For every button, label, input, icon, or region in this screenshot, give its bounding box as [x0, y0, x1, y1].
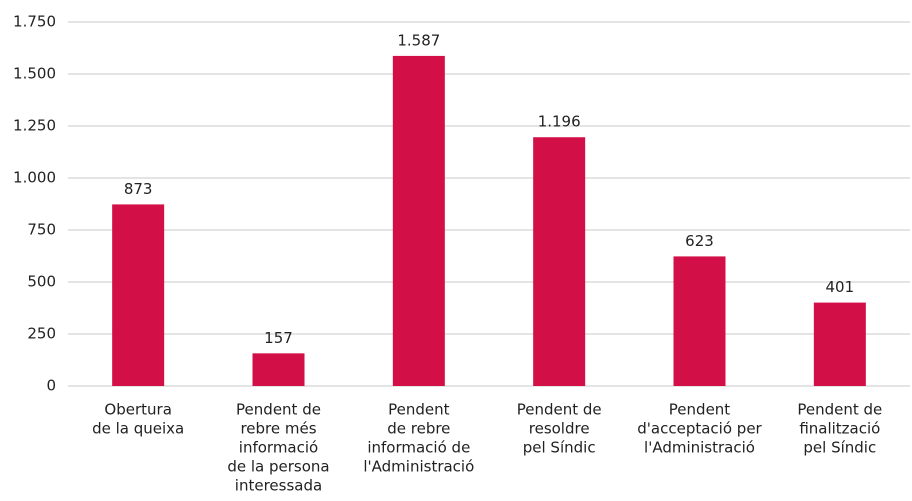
x-tick-label: d'acceptació per — [637, 420, 762, 438]
value-label: 623 — [685, 232, 714, 250]
x-tick-label: Pendent de — [236, 401, 321, 419]
y-tick-label: 1.500 — [13, 65, 56, 83]
x-tick-label: Obertura — [104, 401, 171, 419]
x-tick-label: Pendent de — [797, 401, 882, 419]
x-tick-label: interessada — [235, 477, 322, 495]
bar — [112, 204, 165, 386]
value-label: 1.587 — [397, 31, 440, 49]
x-tick-label: l'Administració — [644, 439, 755, 457]
bar — [533, 137, 586, 386]
y-tick-label: 500 — [27, 273, 56, 291]
x-tick-label: Pendent — [669, 401, 731, 419]
y-tick-label: 1.750 — [13, 13, 56, 31]
x-tick-label: de rebre — [387, 420, 450, 438]
bar — [392, 55, 445, 387]
y-tick-label: 750 — [27, 221, 56, 239]
bar — [813, 302, 866, 386]
bar — [673, 256, 726, 386]
x-tick-label: de la persona — [227, 458, 329, 476]
x-tick-label: finalització — [799, 420, 880, 438]
value-label: 401 — [826, 278, 855, 296]
x-tick-label: Pendent — [388, 401, 450, 419]
value-label: 1.196 — [538, 113, 581, 131]
x-tick-label: informació de — [367, 439, 470, 457]
x-tick-label: resoldre — [529, 420, 590, 438]
value-label: 873 — [124, 180, 153, 198]
y-tick-label: 0 — [46, 377, 56, 395]
bar — [252, 353, 305, 386]
x-tick-label: de la queixa — [92, 420, 184, 438]
x-tick-label: rebre més — [240, 420, 316, 438]
y-tick-label: 1.000 — [13, 169, 56, 187]
x-tick-label: l'Administració — [363, 458, 474, 476]
y-tick-label: 1.250 — [13, 117, 56, 135]
y-tick-label: 250 — [27, 325, 56, 343]
x-tick-label: Pendent de — [517, 401, 602, 419]
value-label: 157 — [264, 329, 293, 347]
x-tick-label: pel Síndic — [803, 439, 876, 457]
x-tick-label: informació — [239, 439, 318, 457]
x-tick-label: pel Síndic — [523, 439, 596, 457]
